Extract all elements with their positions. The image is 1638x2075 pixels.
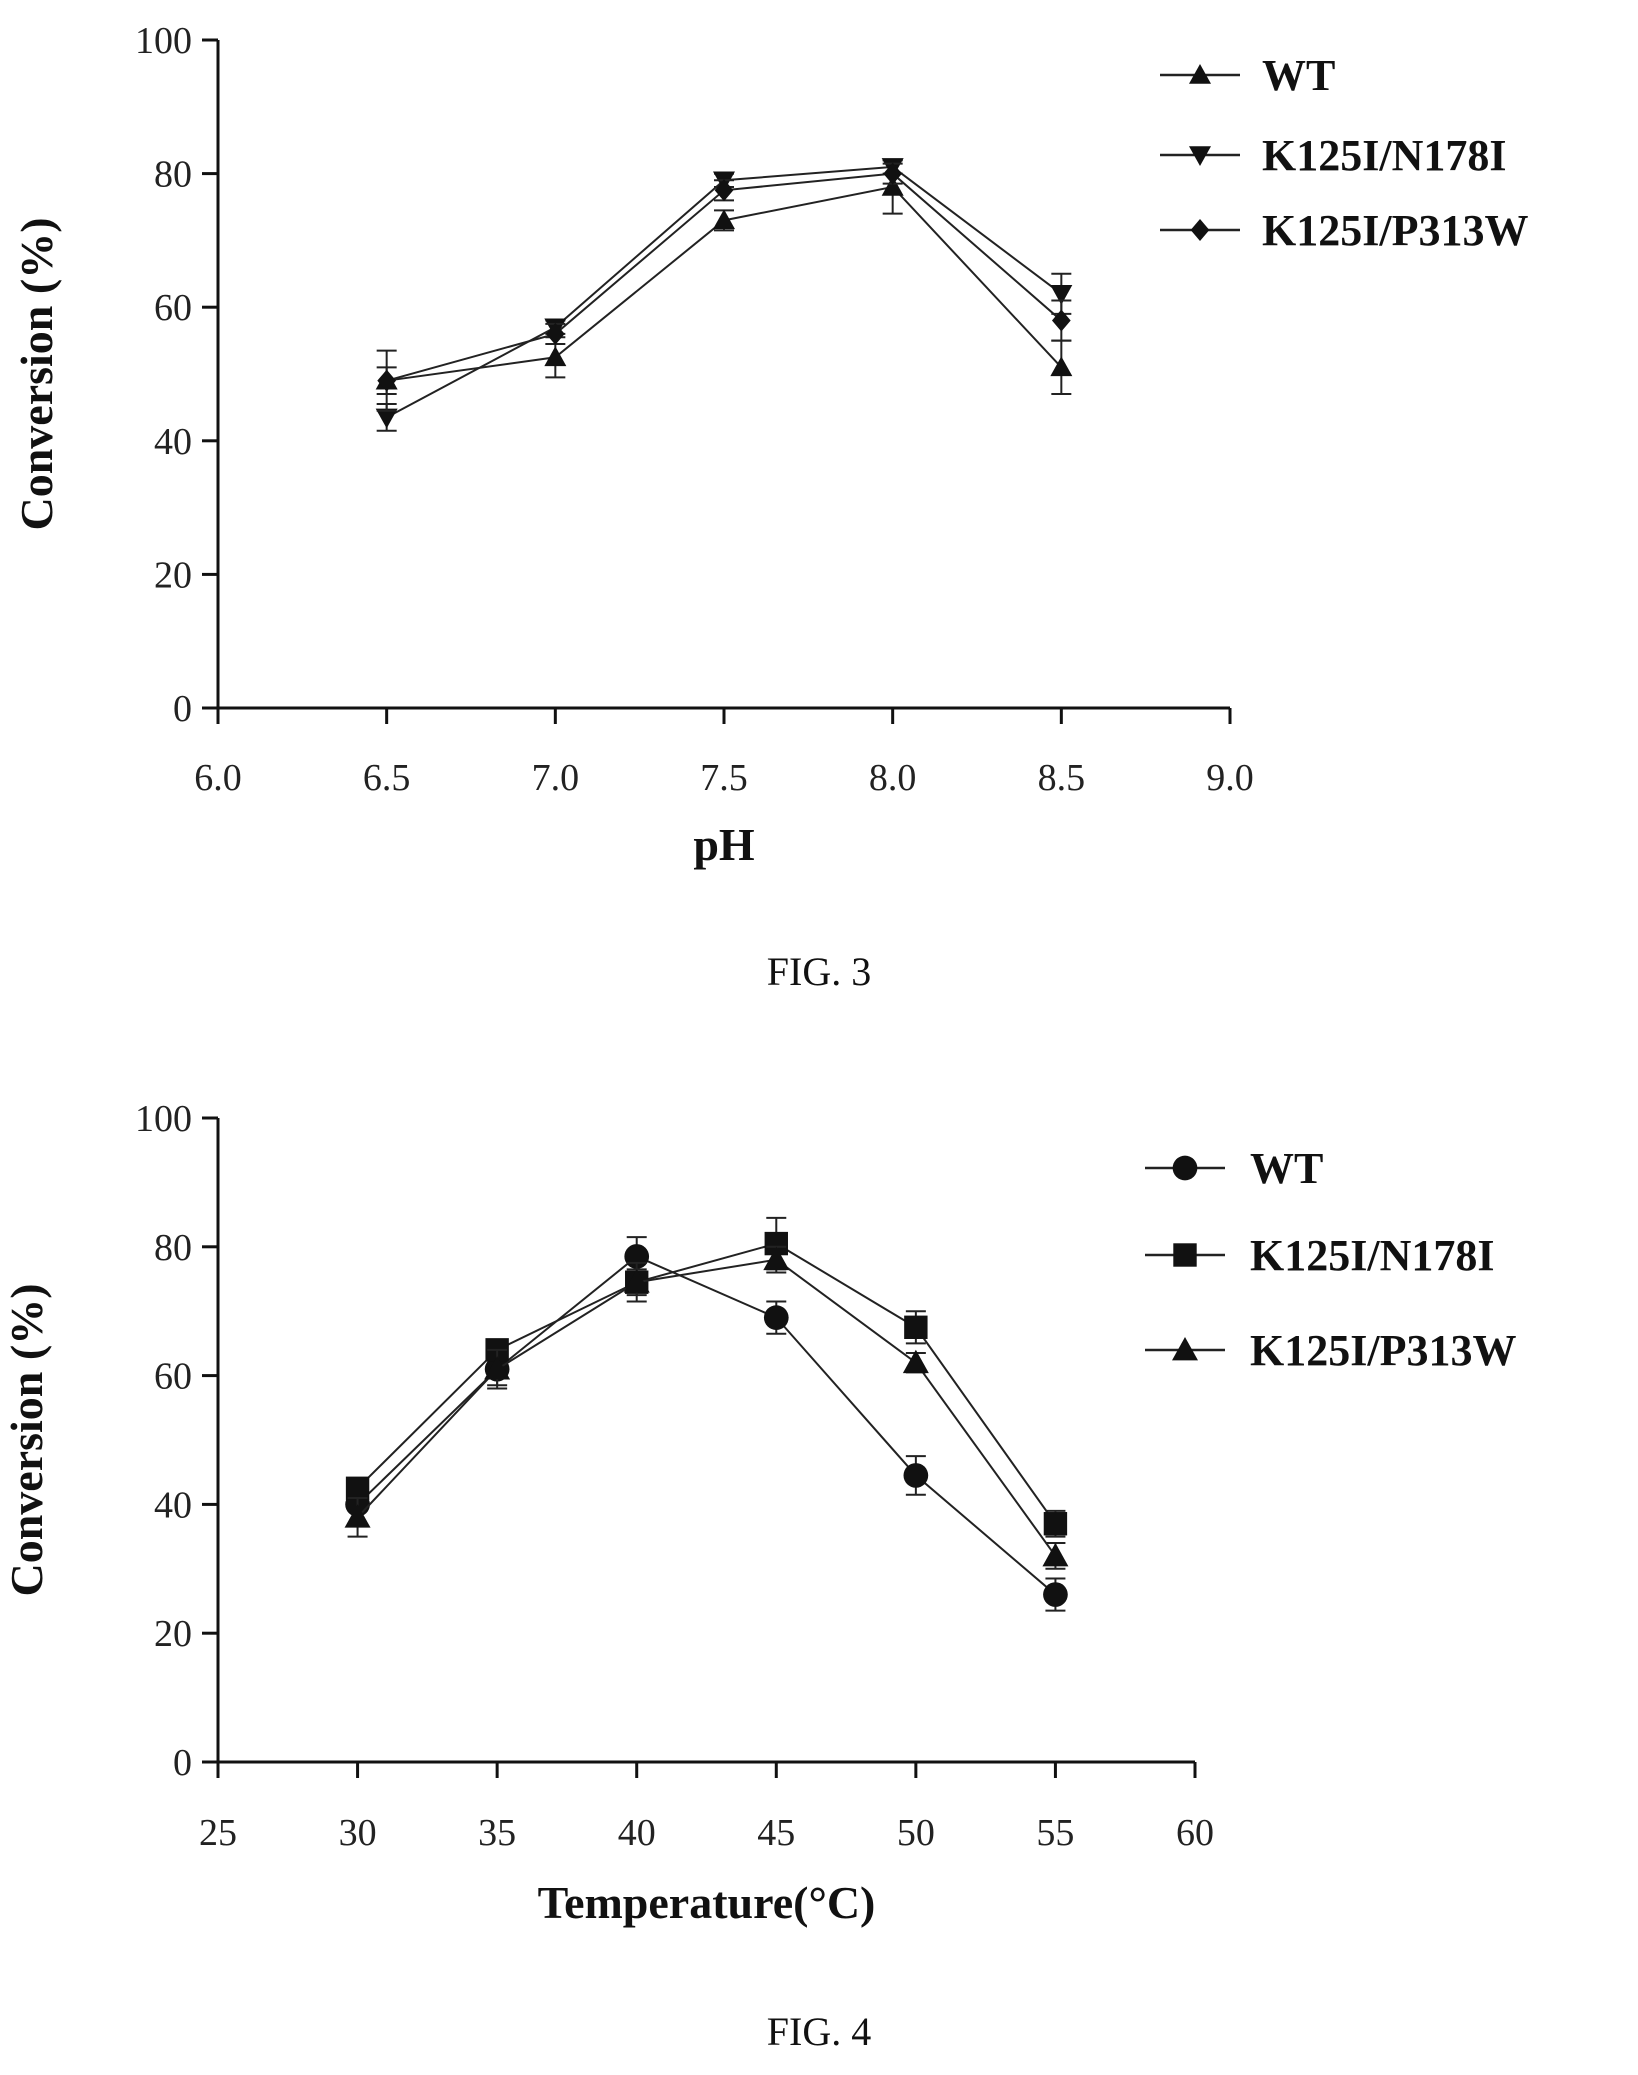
- data-point: [344, 1504, 371, 1528]
- x-tick-label: 30: [339, 1812, 377, 1854]
- legend-marker: [1173, 1243, 1197, 1267]
- legend-label: WT: [1250, 1144, 1323, 1193]
- data-point: [763, 1305, 789, 1330]
- legend-entry-1: K125I/N178I: [1145, 1231, 1494, 1280]
- y-tick-label: 80: [154, 1227, 192, 1269]
- data-point: [763, 1246, 790, 1271]
- data-point: [544, 346, 567, 367]
- legend-entry-0: WT: [1145, 1144, 1323, 1193]
- y-axis-title: Conversion (%): [11, 217, 62, 530]
- series-line: [356, 1242, 1057, 1525]
- data-point: [377, 369, 397, 392]
- legend-marker: [1172, 1337, 1198, 1361]
- fig4-chart: 0 20 40 60 80 100 25 30 35 40 45 50 55 60 Conversion (…: [1, 1098, 1516, 2054]
- data-point: [883, 162, 903, 185]
- legend-entry-2: K125I/P313W: [1145, 1326, 1516, 1375]
- figure-caption: FIG. 4: [767, 2009, 871, 2054]
- x-tick-label: 40: [618, 1812, 656, 1854]
- x-tick-label: 55: [1036, 1812, 1074, 1854]
- x-axis-title: pH: [693, 819, 755, 870]
- x-tick-label: 8.5: [1038, 757, 1086, 799]
- x-tick-label: 60: [1176, 1812, 1214, 1854]
- series-line: [356, 1258, 1057, 1557]
- data-point: [764, 1231, 788, 1256]
- y-tick-label: 0: [173, 688, 192, 730]
- legend-label: K125I/N178I: [1262, 131, 1506, 180]
- x-tick-label: 9.0: [1206, 757, 1254, 799]
- y-axis-title: Conversion (%): [1, 1283, 52, 1596]
- x-tick-label: 6.5: [363, 757, 411, 799]
- x-tick-label: 6.0: [194, 757, 242, 799]
- y-tick-label: 20: [154, 1613, 192, 1655]
- legend-entry-2: K125I/P313W: [1160, 206, 1528, 255]
- figure-caption: FIG. 3: [767, 949, 871, 994]
- legend-marker: [1190, 219, 1210, 241]
- data-point: [713, 209, 735, 230]
- x-tick-label: 35: [478, 1812, 516, 1854]
- x-tick-label: 8.0: [869, 757, 917, 799]
- x-tick-label: 50: [897, 1812, 935, 1854]
- y-tick-label: 60: [154, 1356, 192, 1398]
- x-tick-label: 7.5: [700, 757, 748, 799]
- data-point: [903, 1463, 929, 1488]
- legend-label: K125I/P313W: [1262, 206, 1528, 255]
- series-2: [376, 162, 1072, 412]
- data-point: [714, 179, 734, 202]
- legend-entry-0: WT: [1160, 51, 1335, 100]
- y-tick-label: 100: [135, 20, 192, 62]
- data-point: [1043, 1582, 1068, 1607]
- x-tick-label: 7.0: [532, 757, 580, 799]
- data-point: [1042, 1542, 1069, 1567]
- x-axis-title: Temperature(°C): [538, 1877, 876, 1928]
- y-tick-label: 80: [154, 154, 192, 196]
- data-point: [902, 1349, 929, 1374]
- x-tick-label: 45: [757, 1812, 795, 1854]
- data-point: [623, 1269, 650, 1293]
- series-1: [345, 1216, 1068, 1538]
- fig3-chart: 0 20 40 60 80 100 6.0 6.5 7.0 7.5 8.0 8.5 9.0 Convers…: [11, 20, 1528, 994]
- legend-marker: [1189, 146, 1211, 166]
- data-point: [375, 408, 398, 429]
- y-tick-label: 60: [154, 287, 192, 329]
- x-tick-label: 25: [199, 1812, 237, 1854]
- y-tick-label: 20: [154, 554, 192, 596]
- data-point: [1050, 356, 1073, 377]
- data-point: [1051, 309, 1071, 332]
- data-point: [1043, 1512, 1068, 1536]
- legend-entry-1: K125I/N178I: [1160, 131, 1506, 180]
- series-line: [386, 172, 1062, 382]
- data-point: [484, 1356, 511, 1380]
- legend-label: K125I/P313W: [1250, 1326, 1516, 1375]
- data-point: [1050, 285, 1073, 305]
- y-tick-label: 40: [154, 421, 192, 463]
- data-point: [904, 1315, 928, 1339]
- series-2: [344, 1245, 1069, 1570]
- series-line: [356, 1255, 1057, 1596]
- data-point: [881, 175, 904, 196]
- y-tick-label: 0: [173, 1742, 192, 1784]
- legend-marker: [1189, 64, 1211, 84]
- y-tick-label: 40: [154, 1484, 192, 1526]
- data-point: [545, 322, 565, 345]
- y-tick-label: 100: [135, 1098, 192, 1140]
- legend-label: K125I/N178I: [1250, 1231, 1494, 1280]
- legend-label: WT: [1262, 51, 1335, 100]
- data-point: [345, 1476, 370, 1500]
- legend-marker: [1172, 1155, 1198, 1181]
- series-line: [386, 165, 1062, 419]
